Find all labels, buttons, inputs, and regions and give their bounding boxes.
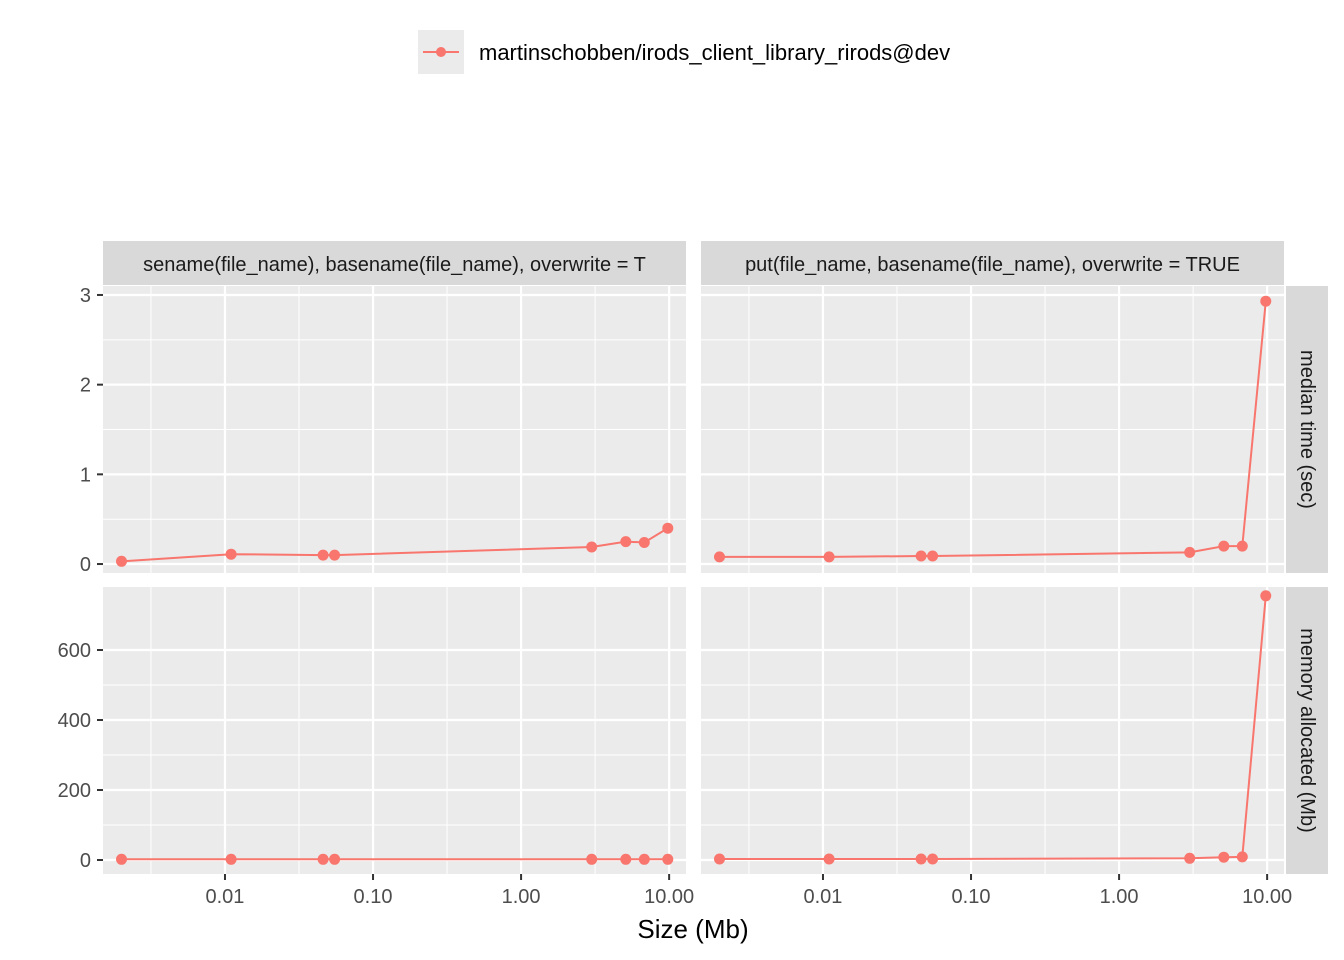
strip-background bbox=[1286, 286, 1328, 573]
data-point bbox=[638, 853, 650, 865]
panel-background bbox=[103, 587, 686, 874]
data-point bbox=[317, 853, 329, 865]
data-point bbox=[586, 853, 598, 865]
legend-label: martinschobben/irods_client_library_riro… bbox=[479, 40, 950, 65]
series-r1-c1 bbox=[714, 590, 1272, 865]
x-tick-label: 1.00 bbox=[1100, 886, 1139, 908]
series-r0-c1 bbox=[714, 295, 1272, 563]
strip-background bbox=[103, 241, 686, 285]
row-strip-label: median time (sec) bbox=[1296, 350, 1318, 509]
data-point bbox=[823, 853, 835, 865]
data-point bbox=[317, 549, 329, 561]
data-point bbox=[586, 541, 598, 553]
data-point bbox=[714, 853, 725, 865]
data-point bbox=[1260, 590, 1272, 602]
column-strip-label: put(file_name, basename(file_name), over… bbox=[745, 254, 1240, 276]
data-point bbox=[662, 522, 674, 534]
x-tick-label: 10.00 bbox=[644, 886, 694, 908]
y-tick-label: 600 bbox=[58, 640, 91, 662]
x-axis-col-1: 0.01 0.10 1.00 10.00 bbox=[804, 874, 1292, 908]
data-point bbox=[1218, 851, 1230, 863]
data-point bbox=[116, 555, 127, 567]
x-tick-label: 1.00 bbox=[502, 886, 541, 908]
data-point bbox=[638, 537, 650, 548]
data-point bbox=[714, 551, 725, 563]
data-point bbox=[823, 551, 835, 563]
data-point bbox=[915, 853, 927, 865]
data-point bbox=[329, 853, 341, 865]
y-tick-label: 2 bbox=[80, 375, 91, 397]
strip-background bbox=[1286, 587, 1328, 874]
data-point bbox=[620, 853, 632, 865]
data-point bbox=[927, 550, 939, 562]
x-tick-label: 0.01 bbox=[804, 886, 843, 908]
panel-background bbox=[701, 587, 1284, 874]
panel-r0-c1 bbox=[701, 286, 1284, 573]
series-r1-c0 bbox=[116, 853, 674, 865]
data-point bbox=[1236, 851, 1248, 863]
column-strip-1: put(file_name, basename(file_name), over… bbox=[701, 241, 1284, 285]
data-point bbox=[927, 853, 939, 865]
x-tick-label: 0.10 bbox=[354, 886, 393, 908]
panel-r1-c0 bbox=[103, 587, 686, 874]
y-axis-row-1: 0 200 400 600 bbox=[58, 640, 103, 872]
row-strip-0: median time (sec) bbox=[1286, 286, 1328, 573]
panel-r1-c1 bbox=[701, 587, 1284, 874]
x-tick-label: 0.10 bbox=[952, 886, 991, 908]
data-point bbox=[915, 550, 927, 562]
data-point bbox=[1236, 540, 1248, 552]
strip-background bbox=[701, 241, 1284, 285]
data-point bbox=[1184, 852, 1196, 864]
y-axis-row-0: 0 1 2 3 bbox=[80, 285, 103, 576]
y-tick-label: 200 bbox=[58, 780, 91, 802]
legend-key-point bbox=[436, 47, 446, 57]
data-point bbox=[1218, 540, 1230, 552]
x-tick-label: 10.00 bbox=[1242, 886, 1292, 908]
data-point bbox=[620, 536, 632, 548]
x-tick-label: 0.01 bbox=[206, 886, 245, 908]
y-tick-label: 1 bbox=[80, 464, 91, 486]
panel-r0-c0 bbox=[103, 286, 686, 573]
legend: martinschobben/irods_client_library_riro… bbox=[418, 30, 950, 74]
series-r0-c0 bbox=[116, 522, 674, 567]
data-point bbox=[329, 549, 341, 561]
data-point bbox=[662, 853, 674, 865]
data-point bbox=[225, 548, 237, 560]
y-tick-label: 400 bbox=[58, 710, 91, 732]
x-axis-col-0: 0.01 0.10 1.00 10.00 bbox=[206, 874, 694, 908]
column-strip-label: sename(file_name), basename(file_name), … bbox=[143, 254, 646, 276]
row-strip-1: memory allocated (Mb) bbox=[1286, 587, 1328, 874]
data-point bbox=[116, 853, 127, 865]
y-tick-label: 0 bbox=[80, 554, 91, 576]
row-strip-label: memory allocated (Mb) bbox=[1296, 628, 1318, 833]
panels: sename(file_name), basename(file_name), … bbox=[58, 241, 1328, 908]
data-point bbox=[225, 853, 237, 865]
y-tick-label: 3 bbox=[80, 285, 91, 307]
data-point bbox=[1184, 546, 1196, 558]
column-strip-0: sename(file_name), basename(file_name), … bbox=[103, 241, 686, 285]
data-point bbox=[1260, 295, 1272, 307]
x-axis-title: Size (Mb) bbox=[637, 914, 748, 944]
y-tick-label: 0 bbox=[80, 850, 91, 872]
